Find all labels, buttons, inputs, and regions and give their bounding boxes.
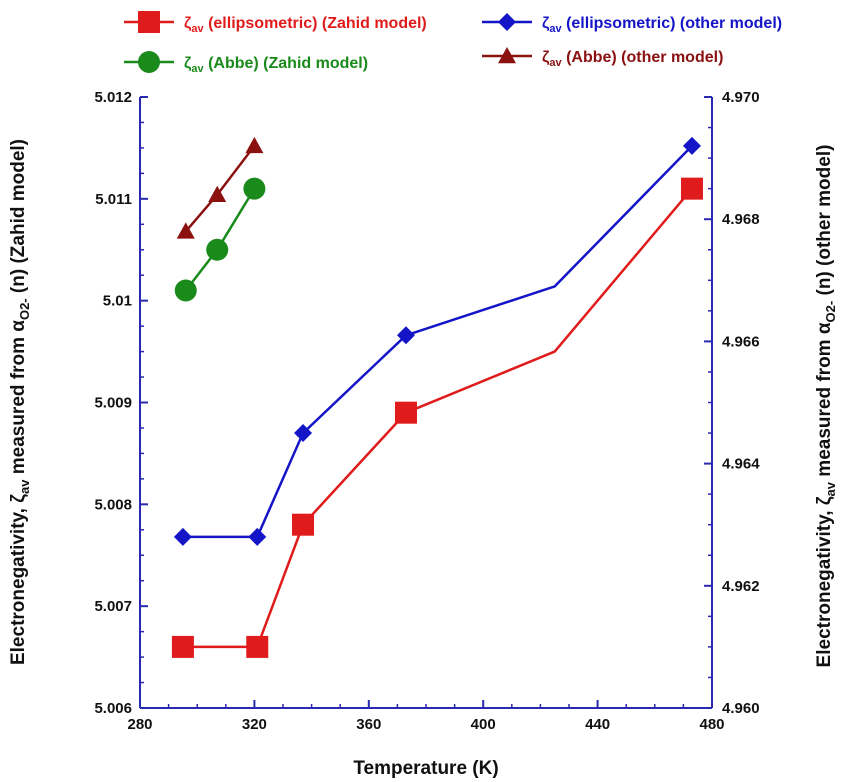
legend-entry-1: ζav (ellipsometric) (Zahid model)	[124, 11, 427, 35]
data-point-triangle	[208, 185, 227, 202]
series-line	[182, 145, 693, 539]
x-tick-label: 400	[471, 716, 496, 733]
data-point-square	[138, 11, 160, 33]
y-left-tick-label: 5.009	[94, 395, 132, 412]
axis-titles: Temperature (K) Electronegativity, ζav me…	[8, 139, 838, 779]
x-tick-label: 440	[585, 716, 610, 733]
data-point-circle	[243, 177, 266, 200]
legend-label: ζav (Abbe) (other model)	[542, 49, 723, 69]
y-left-tick-label: 5.011	[95, 191, 132, 208]
y-right-tick-label: 4.964	[722, 456, 760, 473]
legend-label: ζav (Abbe) (Zahid model)	[184, 55, 368, 75]
x-tick-label: 280	[127, 716, 152, 733]
data-point-circle	[206, 238, 229, 261]
series-4	[176, 136, 264, 239]
x-tick-label: 360	[356, 716, 381, 733]
x-tick-label: 320	[242, 716, 267, 733]
plot-frame	[139, 97, 713, 709]
data-point-circle	[174, 279, 197, 302]
data-point-square	[394, 401, 417, 424]
data-point-diamond	[396, 326, 415, 345]
y-right-axis-title: Electronegativity, ζav measured from αO2…	[814, 145, 838, 668]
data-point-diamond	[498, 13, 516, 31]
y-left-tick-label: 5.006	[94, 700, 132, 717]
legend-label: ζav (ellipsometric) (other model)	[542, 15, 782, 35]
data-point-square	[171, 635, 194, 658]
data-point-diamond	[682, 136, 701, 155]
legend-entry-2: ζav (ellipsometric) (other model)	[482, 13, 782, 35]
y-right-tick-label: 4.960	[722, 700, 760, 717]
data-point-square	[292, 513, 315, 536]
legend: ζav (ellipsometric) (Zahid model) ζav (el…	[124, 11, 782, 75]
series-2	[173, 136, 701, 546]
y-left-tick-label: 5.012	[94, 89, 132, 106]
series-line	[182, 187, 693, 649]
y-left-tick-label: 5.007	[94, 598, 132, 615]
data-point-diamond	[294, 424, 313, 443]
y-right-tick-label: 4.962	[722, 578, 760, 595]
y-right-tick-label: 4.966	[722, 333, 760, 350]
data-point-diamond	[248, 527, 267, 546]
series-3	[174, 177, 266, 302]
legend-entry-3: ζav (Abbe) (Zahid model)	[124, 51, 368, 75]
y-left-tick-label: 5.008	[94, 496, 132, 513]
y-right-tick-label: 4.970	[722, 89, 760, 106]
legend-label: ζav (ellipsometric) (Zahid model)	[184, 15, 427, 35]
legend-entry-4: ζav (Abbe) (other model)	[482, 47, 723, 69]
y-left-tick-label: 5.01	[103, 293, 132, 310]
data-point-square	[246, 635, 269, 658]
series-1	[171, 177, 703, 658]
y-right-tick-label: 4.968	[722, 211, 760, 228]
data-point-triangle	[176, 222, 195, 239]
y-left-axis-title: Electronegativity, ζav measured from αO2…	[8, 139, 32, 665]
x-tick-label: 480	[699, 716, 724, 733]
axis-ticks: 280 320 360 400 440 480 5.006 5.007 5.008 5.009 5.…	[94, 89, 760, 733]
data-point-square	[680, 177, 703, 200]
data-point-diamond	[173, 527, 192, 546]
x-axis-title: Temperature (K)	[353, 758, 498, 779]
data-point-triangle	[498, 47, 516, 64]
series-layer	[171, 136, 703, 658]
data-point-triangle	[245, 136, 264, 154]
data-point-circle	[138, 51, 160, 73]
